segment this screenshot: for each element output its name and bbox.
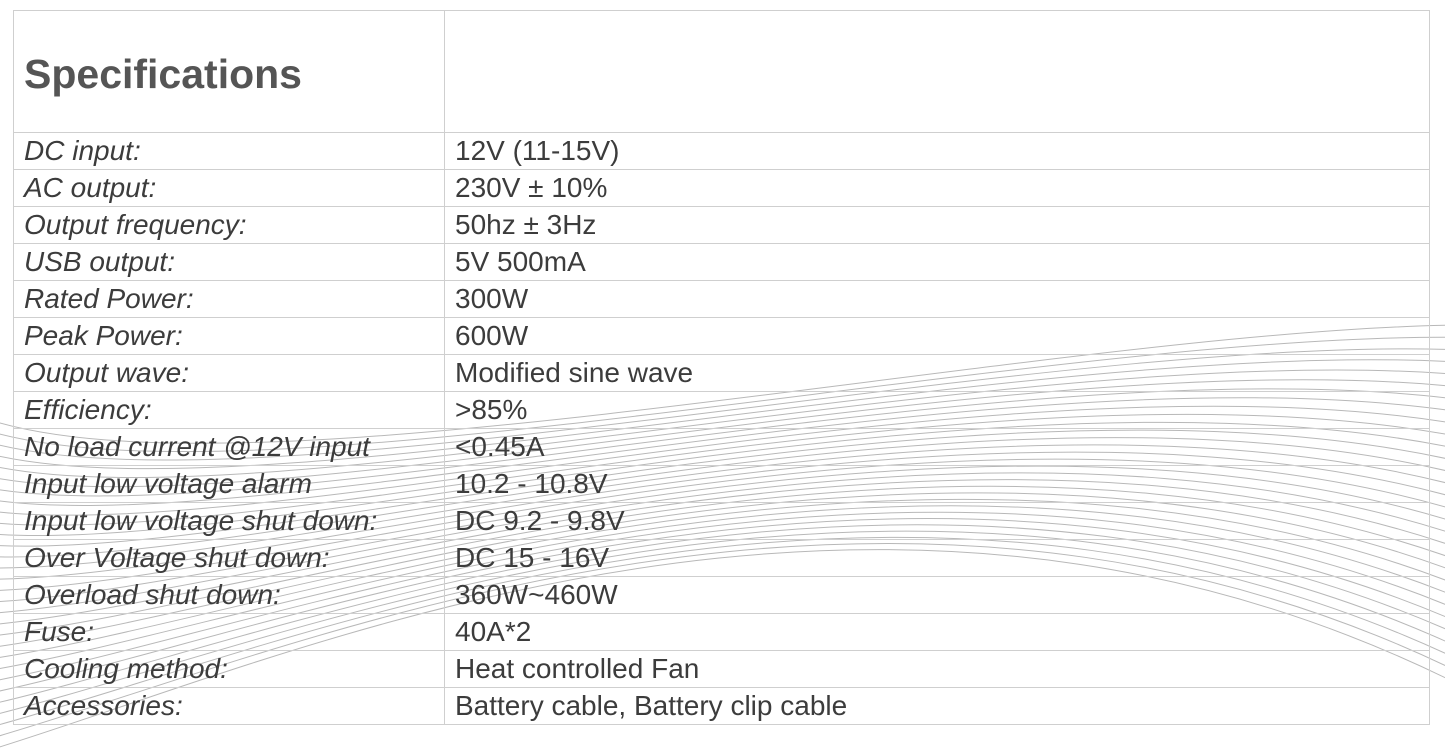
table-row: DC input: 12V (11-15V) — [13, 132, 1430, 170]
spec-value: 600W — [444, 317, 1430, 355]
spec-value: 50hz ± 3Hz — [444, 206, 1430, 244]
spec-value: DC 15 - 16V — [444, 539, 1430, 577]
table-row: Rated Power: 300W — [13, 280, 1430, 318]
spec-label: DC input: — [13, 132, 445, 170]
spec-label: Output wave: — [13, 354, 445, 392]
spec-label: Output frequency: — [13, 206, 445, 244]
spec-label: No load current @12V input — [13, 428, 445, 466]
spec-value: Heat controlled Fan — [444, 650, 1430, 688]
spec-value: 5V 500mA — [444, 243, 1430, 281]
spec-label: Input low voltage alarm — [13, 465, 445, 503]
table-row: Accessories: Battery cable, Battery clip… — [13, 687, 1430, 725]
spec-label: AC output: — [13, 169, 445, 207]
spec-value: 12V (11-15V) — [444, 132, 1430, 170]
spec-value: 300W — [444, 280, 1430, 318]
spec-value: 40A*2 — [444, 613, 1430, 651]
table-row: Peak Power: 600W — [13, 317, 1430, 355]
title-cell: Specifications — [13, 10, 445, 133]
table-header-row: Specifications — [13, 10, 1430, 133]
spec-value: >85% — [444, 391, 1430, 429]
spec-value: <0.45A — [444, 428, 1430, 466]
table-row: AC output: 230V ± 10% — [13, 169, 1430, 207]
spec-value: 360W~460W — [444, 576, 1430, 614]
spec-value: Modified sine wave — [444, 354, 1430, 392]
table-row: Overload shut down: 360W~460W — [13, 576, 1430, 614]
spec-value: 10.2 - 10.8V — [444, 465, 1430, 503]
table-row: Fuse: 40A*2 — [13, 613, 1430, 651]
spec-label: USB output: — [13, 243, 445, 281]
spec-label: Rated Power: — [13, 280, 445, 318]
spec-value: 230V ± 10% — [444, 169, 1430, 207]
table-row: Input low voltage alarm 10.2 - 10.8V — [13, 465, 1430, 503]
table-row: Efficiency: >85% — [13, 391, 1430, 429]
table-row: USB output: 5V 500mA — [13, 243, 1430, 281]
table-row: No load current @12V input <0.45A — [13, 428, 1430, 466]
table-row: Over Voltage shut down: DC 15 - 16V — [13, 539, 1430, 577]
table-row: Output frequency: 50hz ± 3Hz — [13, 206, 1430, 244]
spec-label: Fuse: — [13, 613, 445, 651]
spec-label: Over Voltage shut down: — [13, 539, 445, 577]
page-title: Specifications — [24, 51, 302, 97]
header-empty-cell — [444, 10, 1430, 133]
spec-label: Cooling method: — [13, 650, 445, 688]
spec-value: DC 9.2 - 9.8V — [444, 502, 1430, 540]
spec-label: Input low voltage shut down: — [13, 502, 445, 540]
spec-label: Overload shut down: — [13, 576, 445, 614]
spec-label: Accessories: — [13, 687, 445, 725]
spec-label: Peak Power: — [13, 317, 445, 355]
spec-value: Battery cable, Battery clip cable — [444, 687, 1430, 725]
table-row: Input low voltage shut down: DC 9.2 - 9.… — [13, 502, 1430, 540]
table-row: Output wave: Modified sine wave — [13, 354, 1430, 392]
table-row: Cooling method: Heat controlled Fan — [13, 650, 1430, 688]
spec-label: Efficiency: — [13, 391, 445, 429]
specifications-table: Specifications DC input: 12V (11-15V) AC… — [13, 10, 1430, 725]
